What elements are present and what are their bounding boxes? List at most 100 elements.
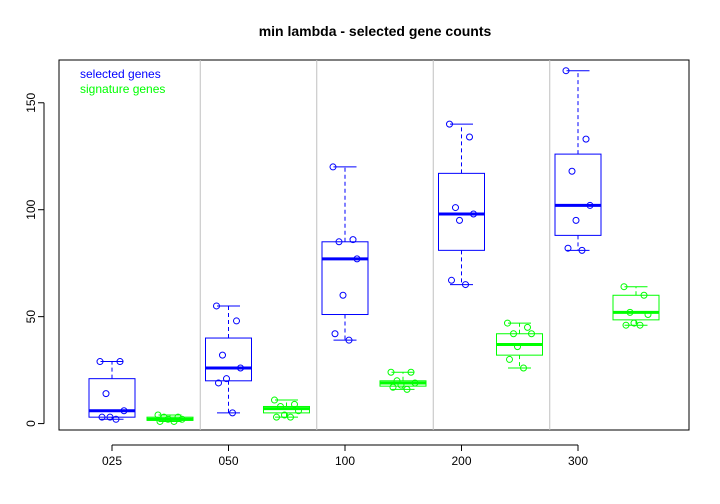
box-iqr [612, 294, 660, 321]
data-point [403, 385, 411, 393]
box-signature-200 [496, 322, 543, 369]
box-signature-050 [263, 399, 310, 418]
jitter-points [96, 67, 652, 425]
x-tick-label: 100 [335, 454, 355, 468]
data-point [644, 311, 652, 319]
legend: selected genes signature genes [80, 67, 165, 96]
data-point [112, 415, 120, 423]
data-point [174, 413, 182, 421]
box-selected-100 [321, 166, 369, 341]
data-point [295, 407, 302, 415]
data-point [223, 375, 230, 383]
data-point [572, 216, 580, 224]
box-signature-300 [612, 286, 660, 326]
data-point [456, 216, 463, 224]
data-point [470, 210, 477, 218]
data-point [335, 238, 343, 246]
data-point [564, 244, 572, 252]
box-selected-050 [205, 305, 252, 414]
data-point [407, 368, 415, 376]
box-iqr [321, 241, 369, 316]
data-point [98, 413, 106, 421]
box-iqr [205, 337, 252, 382]
data-point [640, 291, 648, 299]
data-point [582, 135, 590, 143]
box-series [88, 70, 660, 422]
data-point [164, 415, 172, 423]
data-point [510, 330, 517, 338]
data-point [339, 291, 347, 299]
box-selected-200 [438, 123, 485, 286]
data-point [504, 319, 511, 327]
y-tick-label: 100 [24, 199, 38, 219]
data-point [154, 411, 162, 419]
plot-frame [58, 59, 690, 431]
data-point [273, 413, 280, 421]
data-point [636, 321, 644, 329]
data-point [448, 276, 455, 284]
data-point [291, 400, 298, 408]
box-iqr [554, 153, 602, 236]
box-iqr [88, 378, 136, 418]
data-point [178, 415, 186, 423]
data-point [389, 383, 397, 391]
data-point [524, 323, 531, 331]
data-point [562, 67, 570, 75]
data-point [411, 379, 419, 387]
data-point [353, 255, 361, 263]
data-point [120, 407, 128, 415]
data-point [287, 413, 294, 421]
data-point [528, 330, 535, 338]
data-point [462, 281, 469, 289]
data-point [578, 246, 586, 254]
data-point [156, 417, 164, 425]
data-point [626, 308, 634, 316]
x-axis: 025 050 100 200 300 [102, 444, 588, 468]
data-point [219, 351, 226, 359]
data-point [160, 413, 168, 421]
data-point [586, 201, 594, 209]
x-tick-label: 300 [568, 454, 588, 468]
y-tick-label: 150 [24, 92, 38, 112]
x-tick-label: 200 [451, 454, 471, 468]
group-separators [199, 60, 551, 430]
data-point [96, 358, 104, 366]
data-point [345, 336, 353, 344]
x-tick-label: 050 [218, 454, 238, 468]
data-point [281, 411, 288, 419]
data-point [277, 402, 284, 410]
y-axis: 0 50 100 150 [24, 92, 45, 427]
data-point [514, 343, 521, 351]
data-point [233, 317, 240, 325]
data-point [271, 396, 278, 404]
data-point [506, 355, 513, 363]
data-point [331, 330, 339, 338]
data-point [622, 321, 630, 329]
legend-entry-selected-genes: selected genes [80, 67, 161, 81]
x-tick-label: 025 [102, 454, 122, 468]
y-tick-label: 0 [24, 420, 38, 427]
box-selected-025 [88, 361, 136, 420]
data-point [102, 390, 110, 398]
data-point [568, 167, 576, 175]
data-point [215, 379, 222, 387]
data-point [237, 364, 244, 372]
data-point [213, 302, 220, 310]
box-selected-300 [554, 70, 602, 251]
data-point [229, 409, 236, 417]
data-point [397, 381, 405, 389]
data-point [116, 358, 124, 366]
data-point [349, 236, 357, 244]
data-point [387, 368, 395, 376]
chart-title: min lambda - selected gene counts [259, 23, 492, 39]
data-point [170, 417, 178, 425]
data-point [620, 283, 628, 291]
data-point [393, 377, 401, 385]
data-point [520, 364, 527, 372]
data-point [452, 204, 459, 212]
data-point [466, 133, 473, 141]
legend-entry-signature-genes: signature genes [80, 82, 165, 96]
y-tick-label: 50 [24, 310, 38, 324]
data-point [630, 319, 638, 327]
